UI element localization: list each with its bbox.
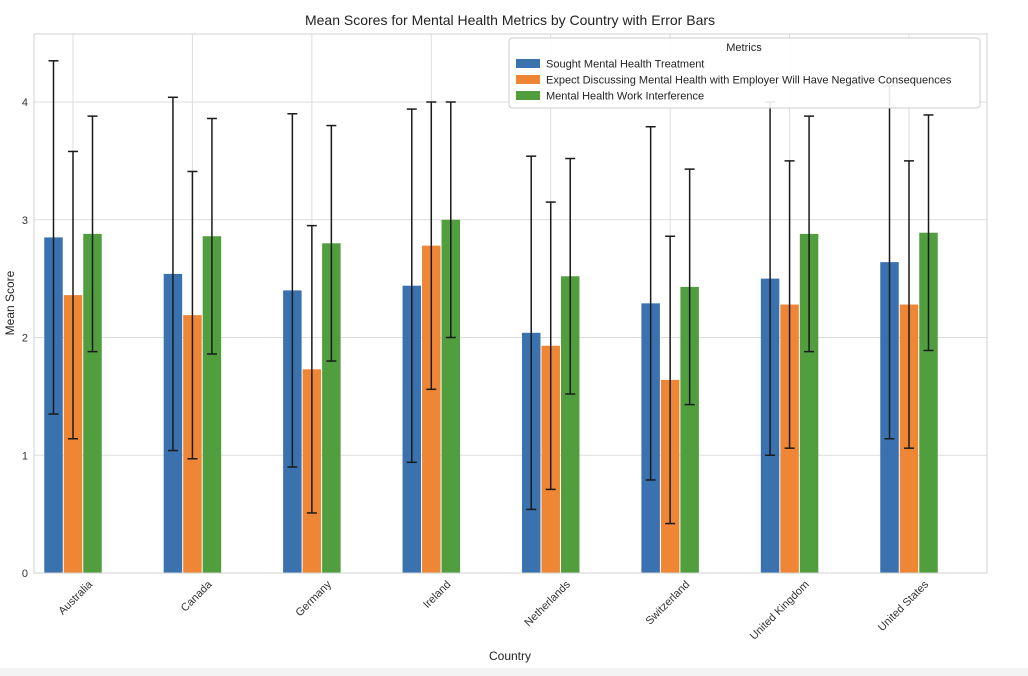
x-tick-label: Canada: [179, 578, 215, 614]
bar: [441, 219, 461, 573]
bars-layer: [44, 219, 938, 574]
legend-title: Metrics: [726, 42, 762, 54]
legend: Metrics Sought Mental Health Treatment Ex…: [508, 37, 981, 109]
y-tick-label: 3: [22, 215, 28, 227]
legend-entry-label: Sought Mental Health Treatment: [546, 59, 704, 71]
bar: [83, 233, 102, 573]
y-axis-label: Mean Score: [3, 270, 17, 335]
x-tick-label: Netherlands: [522, 578, 573, 629]
legend-entry-label: Mental Health Work Interference: [546, 91, 704, 103]
legend-box: [508, 37, 981, 109]
bar: [422, 245, 441, 573]
legend-entries: Sought Mental Health Treatment Expect Dis…: [516, 59, 952, 103]
chart-title: Mean Scores for Mental Health Metrics by…: [305, 12, 715, 28]
bar: [799, 233, 819, 573]
x-axis-label: Country: [489, 649, 531, 663]
y-tick-label: 1: [22, 450, 28, 462]
x-tick-label: Australia: [56, 578, 95, 617]
error-bars-layer: [48, 60, 934, 525]
x-tick-label: Ireland: [421, 579, 453, 611]
plot-frame: [33, 33, 988, 574]
y-tick-label: 4: [22, 97, 28, 109]
y-tick-label: 2: [22, 333, 28, 345]
legend-swatch: [516, 59, 540, 68]
x-tick-label: United States: [876, 578, 932, 634]
legend-swatch: [516, 75, 540, 84]
bar: [322, 243, 341, 574]
x-tick-label: Switzerland: [644, 579, 693, 628]
bar: [680, 286, 699, 573]
bar: [202, 236, 222, 574]
x-tick-labels: Australia Canada Germany Ireland Netherlands…: [56, 578, 931, 642]
bar: [560, 276, 580, 573]
y-tick-labels: 0 1 2 3 4: [22, 97, 28, 580]
legend-swatch: [516, 91, 540, 100]
bottom-strip: [0, 668, 1028, 676]
x-tick-label: United Kingdom: [748, 579, 812, 643]
x-tick-label: Germany: [293, 578, 334, 619]
y-tick-label: 0: [22, 568, 28, 580]
legend-entry-label: Expect Discussing Mental Health with Emp…: [546, 75, 952, 87]
bar: [919, 232, 938, 573]
